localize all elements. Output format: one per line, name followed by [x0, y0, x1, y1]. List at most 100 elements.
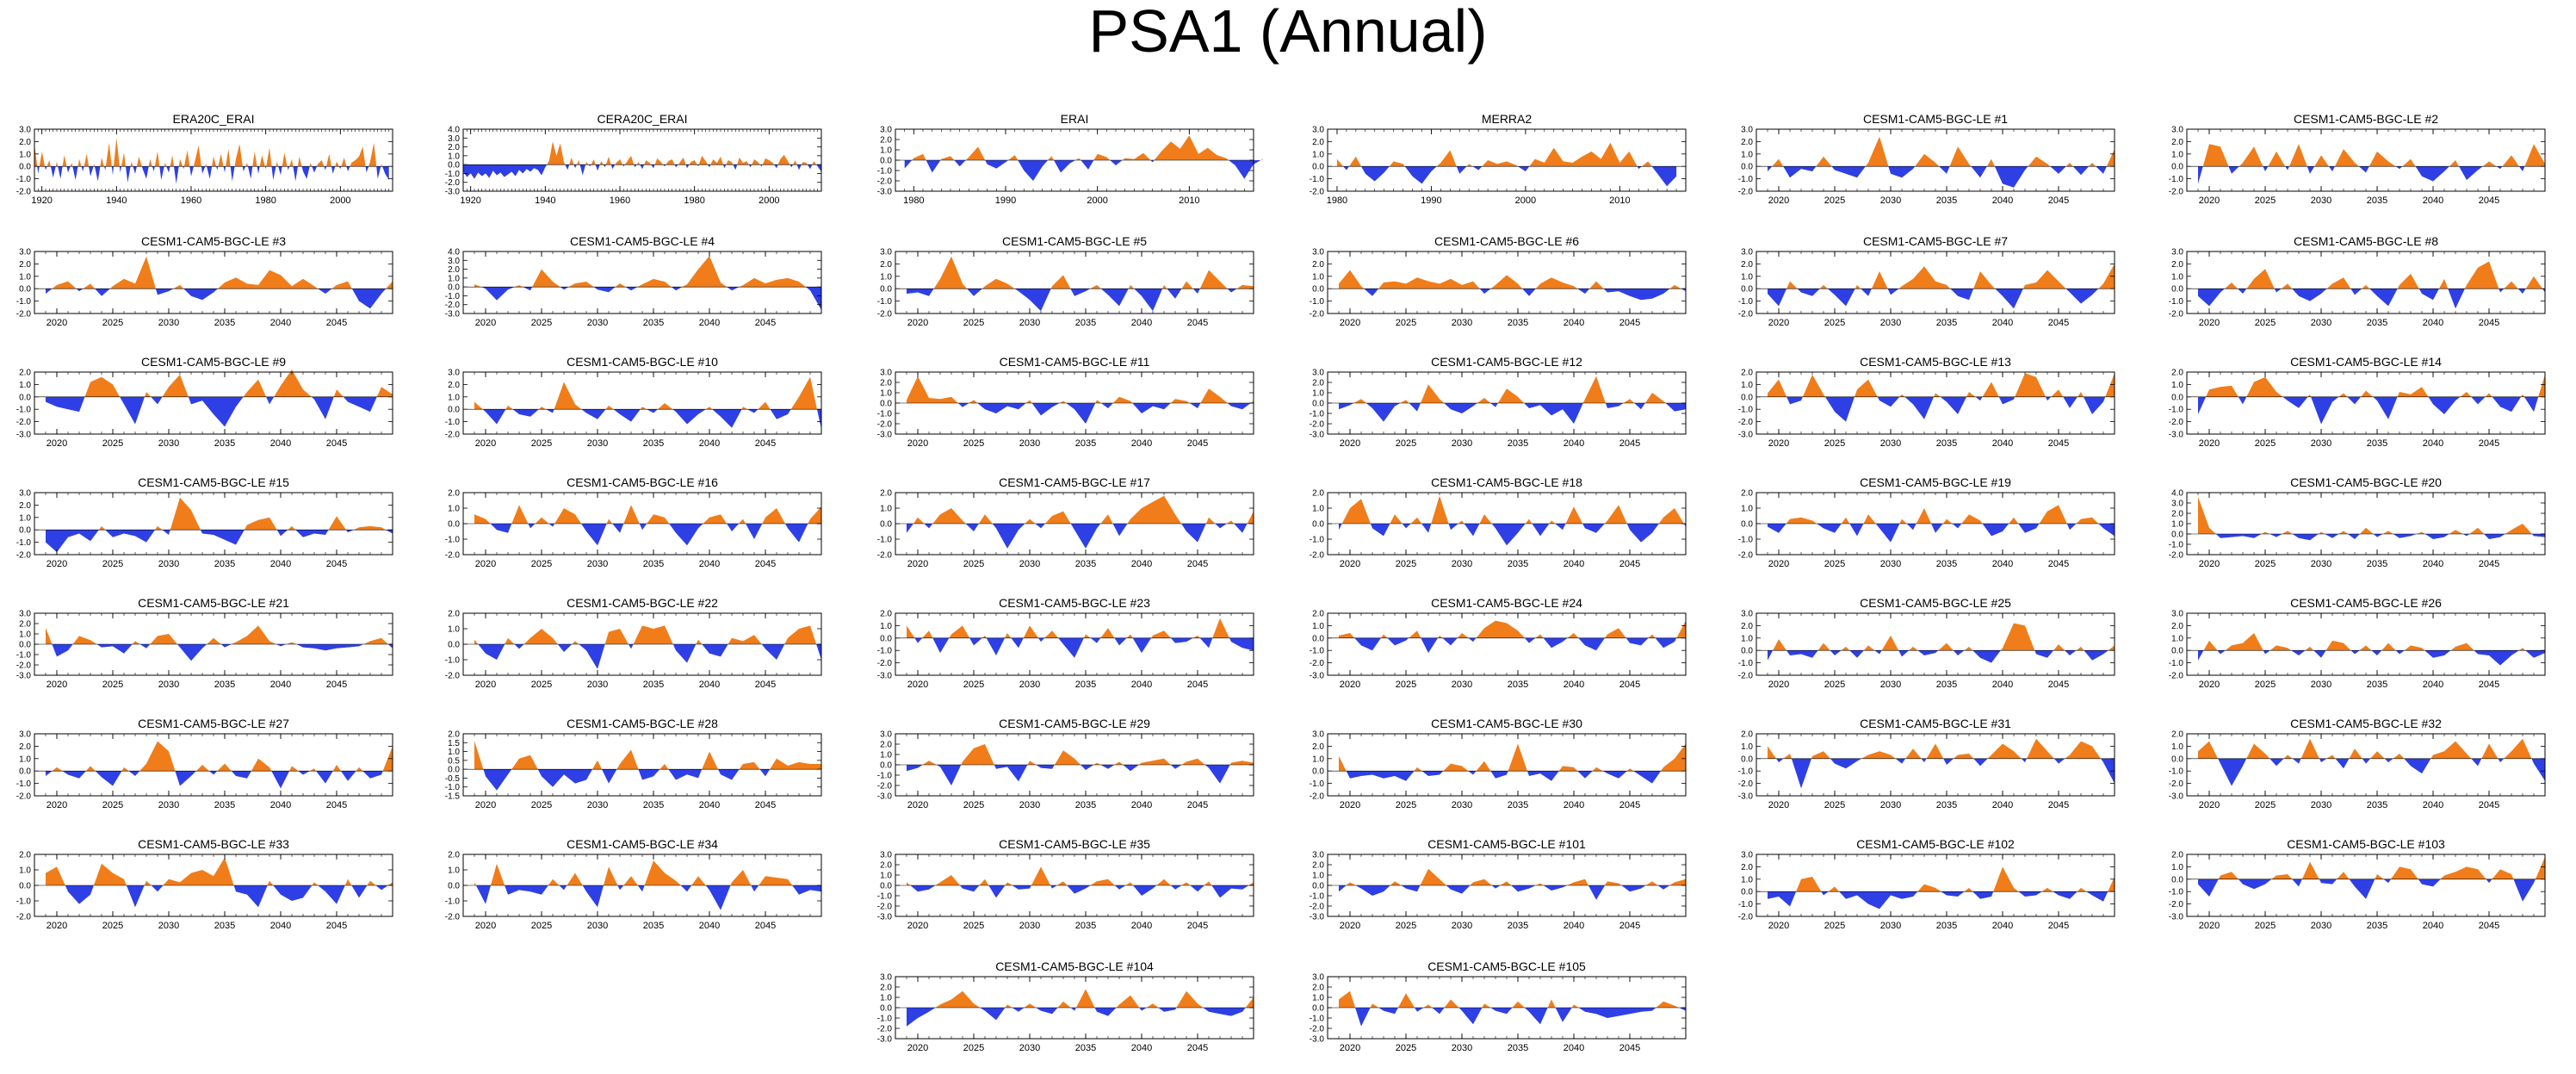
panel-41: CESM1-CAM5-BGC-LE #102-2.0-1.00.01.02.03…: [1738, 837, 2115, 931]
x-tick-label: 2030: [1880, 438, 1901, 449]
x-tick-label: 2025: [531, 921, 552, 931]
y-tick-label: 2.0: [1741, 138, 1753, 147]
negative-area: [907, 885, 1254, 897]
y-tick-label: 0.0: [448, 641, 460, 650]
y-tick-label: 3.0: [448, 369, 460, 378]
x-tick-label: 2025: [963, 1043, 984, 1053]
x-tick-label: 2045: [2048, 800, 2069, 810]
x-tick-label: 2025: [1824, 438, 1845, 449]
x-tick-label: 2035: [1936, 196, 1957, 206]
y-tick-label: -2.0: [1310, 659, 1325, 668]
x-tick-label: 2030: [1019, 921, 1040, 931]
negative-area: [46, 530, 393, 552]
y-tick-label: 2.0: [880, 489, 892, 499]
x-tick-label: 2030: [2311, 318, 2331, 328]
x-tick-label: 2025: [1824, 196, 1845, 206]
y-tick-label: 0.0: [448, 766, 460, 775]
y-tick-label: 4.0: [448, 126, 460, 135]
y-tick-label: 0.0: [1741, 520, 1753, 530]
x-tick-label: 1980: [903, 196, 924, 206]
y-tick-label: 0.0: [880, 761, 892, 771]
y-tick-label: 1.0: [448, 152, 460, 161]
y-tick-label: -2.0: [16, 310, 32, 320]
y-tick-label: 3.0: [880, 369, 892, 378]
positive-area: [46, 858, 393, 885]
positive-area: [1768, 264, 2115, 289]
y-tick-label: 1.0: [2171, 742, 2183, 752]
x-tick-label: 2040: [699, 680, 720, 690]
y-tick-label: -1.0: [445, 536, 461, 545]
positive-area: [2198, 857, 2545, 879]
y-tick-label: 2.0: [1741, 260, 1753, 270]
x-tick-label: 2045: [1619, 318, 1640, 328]
negative-area: [46, 771, 393, 788]
negative-area: [1339, 638, 1686, 653]
y-tick-label: 3.0: [2171, 126, 2183, 135]
y-tick-label: -2.0: [877, 903, 893, 912]
y-tick-label: -2.0: [16, 418, 32, 427]
x-tick-label: 2035: [2367, 921, 2387, 931]
plot-frame: [1756, 734, 2115, 796]
panel-title: CESM1-CAM5-BGC-LE #103: [2287, 837, 2445, 851]
y-tick-label: 0.0: [2171, 163, 2183, 172]
x-tick-label: 2020: [475, 559, 496, 569]
panel-title: CESM1-CAM5-BGC-LE #34: [567, 837, 718, 851]
x-tick-label: 2035: [1508, 800, 1528, 810]
y-tick-label: 1.0: [1312, 994, 1324, 1003]
y-tick-label: 1.0: [19, 630, 31, 640]
x-tick-label: 2040: [2423, 680, 2443, 690]
positive-area: [905, 135, 1263, 160]
x-tick-label: 2035: [1508, 680, 1528, 690]
y-tick-label: -1.0: [1738, 175, 1754, 184]
panel-title: CESM1-CAM5-BGC-LE #13: [1860, 355, 2011, 369]
panel-title: CESM1-CAM5-BGC-LE #24: [1431, 596, 1582, 610]
x-tick-label: 2030: [1452, 438, 1472, 449]
y-tick-label: -1.0: [877, 297, 893, 307]
panel-title: CESM1-CAM5-BGC-LE #31: [1860, 717, 2011, 730]
panel-title: CESM1-CAM5-BGC-LE #22: [567, 596, 718, 610]
negative-area: [1768, 650, 2115, 662]
x-tick-label: 2020: [2199, 800, 2220, 810]
x-tick-label: 2025: [531, 680, 552, 690]
x-tick-label: 2030: [587, 921, 608, 931]
x-tick-label: 2030: [158, 800, 179, 810]
y-tick-label: -3.0: [16, 431, 32, 440]
x-tick-label: 2025: [102, 318, 123, 328]
y-tick-label: 2.0: [1741, 489, 1753, 499]
panel-title: CESM1-CAM5-BGC-LE #15: [138, 475, 289, 489]
x-tick-label: 2035: [2367, 800, 2387, 810]
y-tick-label: 1.0: [1741, 381, 1753, 390]
panel-title: CESM1-CAM5-BGC-LE #9: [141, 355, 286, 369]
y-tick-label: 2.0: [880, 984, 892, 993]
positive-area: [2198, 497, 2545, 534]
panel-title: CESM1-CAM5-BGC-LE #23: [999, 596, 1150, 610]
y-tick-label: 1.0: [880, 751, 892, 760]
x-tick-label: 2000: [1087, 196, 1107, 206]
y-tick-label: 1.0: [1312, 272, 1324, 282]
x-tick-label: 2045: [1187, 680, 1208, 690]
panel-title: CERA20C_ERAI: [597, 112, 687, 126]
positive-area: [46, 498, 393, 530]
y-tick-label: -2.0: [16, 188, 32, 197]
positive-area: [1337, 143, 1676, 166]
x-tick-label: 2020: [475, 800, 496, 810]
plot-frame: [1328, 734, 1686, 796]
x-tick-label: 1920: [31, 196, 52, 206]
y-tick-label: 2.0: [2171, 260, 2183, 270]
x-tick-label: 2030: [2311, 800, 2331, 810]
x-tick-label: 2025: [102, 680, 123, 690]
y-tick-label: 1.0: [1312, 150, 1324, 159]
y-tick-label: 2.0: [448, 489, 460, 499]
x-tick-label: 1990: [995, 196, 1016, 206]
plot-frame: [2187, 493, 2545, 555]
y-tick-label: -1.0: [16, 779, 32, 789]
x-tick-label: 2030: [587, 318, 608, 328]
x-tick-label: 2035: [2367, 196, 2387, 206]
negative-area: [474, 769, 821, 791]
y-tick-label: -2.0: [1310, 420, 1325, 430]
y-tick-label: -1.0: [1310, 297, 1325, 307]
x-tick-label: 2040: [699, 438, 720, 449]
x-tick-label: 2030: [1452, 800, 1472, 810]
x-tick-label: 2020: [907, 559, 928, 569]
